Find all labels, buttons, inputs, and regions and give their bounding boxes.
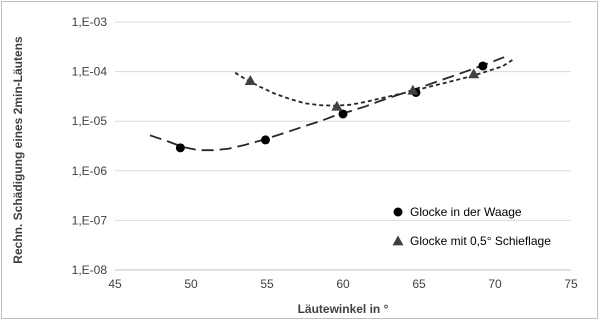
trend-line-1 (149, 56, 505, 152)
x-tick-label: 50 (184, 277, 198, 291)
y-axis-title: Rechn. Schädigung eines 2min-Läutens (11, 36, 25, 264)
data-point-series-2 (331, 100, 343, 111)
data-markers (175, 61, 488, 153)
data-point-series-1 (175, 143, 185, 153)
data-point-series-2 (244, 75, 256, 85)
data-point-series-1 (338, 109, 348, 119)
y-tick-label: 1,E-03 (72, 15, 108, 29)
axes: 1,E-08 1,E-07 1,E-06 1,E-05 1,E-04 1,E-03 45 50… (72, 15, 578, 291)
legend-label-1: Glocke in der Waage (410, 205, 522, 219)
y-tick-label: 1,E-06 (72, 164, 108, 178)
x-tick-label: 65 (412, 277, 426, 291)
x-axis-title: Läutewinkel in ° (298, 302, 389, 316)
legend-marker-1 (393, 207, 403, 217)
legend-marker-2 (392, 235, 404, 246)
x-tick-label: 75 (564, 277, 578, 291)
y-tick-label: 1,E-07 (72, 213, 108, 227)
x-tick-label: 60 (336, 277, 350, 291)
y-tick-label: 1,E-08 (72, 263, 108, 277)
legend: Glocke in der Waage Glocke mit 0,5° Schie… (392, 205, 551, 248)
data-point-series-2 (407, 84, 419, 95)
legend-label-2: Glocke mit 0,5° Schieflage (410, 234, 551, 248)
x-tick-label: 45 (108, 277, 122, 291)
y-tick-label: 1,E-05 (72, 114, 108, 128)
trend-line-2 (234, 58, 514, 107)
y-tick-label: 1,E-04 (72, 65, 108, 79)
x-tick-label: 55 (260, 277, 274, 291)
data-point-series-1 (260, 135, 270, 145)
data-point-series-2 (468, 68, 480, 79)
x-tick-label: 70 (488, 277, 502, 291)
data-point-series-1 (478, 61, 488, 71)
trend-lines (149, 56, 514, 152)
